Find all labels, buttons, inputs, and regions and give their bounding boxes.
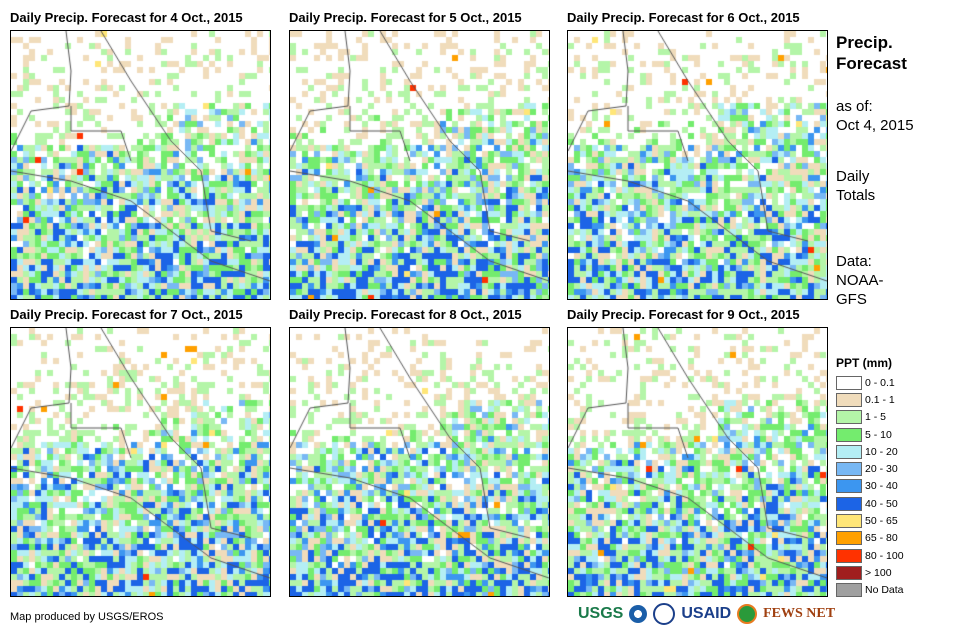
legend-label: 1 - 5 xyxy=(865,411,887,424)
legend-item: 80 - 100 xyxy=(836,547,904,564)
legend-title: PPT (mm) xyxy=(836,356,893,370)
legend-label: 65 - 80 xyxy=(865,532,898,545)
legend-label: 50 - 65 xyxy=(865,515,898,528)
panel-title: Daily Precip. Forecast for 9 Oct., 2015 xyxy=(567,307,800,322)
logos: USGS USAID FEWS NET xyxy=(578,603,835,625)
legend-swatch xyxy=(836,531,862,546)
legend-label: 5 - 10 xyxy=(865,428,892,441)
legend-swatch xyxy=(836,514,862,529)
legend-label: No Data xyxy=(865,584,904,597)
data-label: Data: xyxy=(836,253,872,270)
legend-item: 1 - 5 xyxy=(836,409,904,426)
legend-item: 30 - 40 xyxy=(836,478,904,495)
legend-label: > 100 xyxy=(865,566,892,579)
legend-label: 20 - 30 xyxy=(865,463,898,476)
legend-swatch xyxy=(836,565,862,580)
panel-title: Daily Precip. Forecast for 5 Oct., 2015 xyxy=(289,10,522,25)
legend-label: 0.1 - 1 xyxy=(865,393,895,406)
legend-swatch xyxy=(836,392,862,407)
legend-item: 0 - 0.1 xyxy=(836,374,904,391)
fews-net-logo: FEWS NET xyxy=(763,606,836,621)
fews-globe-icon xyxy=(737,604,758,624)
legend-label: 10 - 20 xyxy=(865,445,898,458)
legend-swatch xyxy=(836,479,862,494)
legend-swatch xyxy=(836,496,862,511)
legend-label: 40 - 50 xyxy=(865,497,898,510)
legend-swatch xyxy=(836,427,862,442)
legend-swatch xyxy=(836,548,862,563)
legend-swatch xyxy=(836,444,862,459)
panel-title: Daily Precip. Forecast for 8 Oct., 2015 xyxy=(289,307,522,322)
daily-label: Daily xyxy=(836,168,870,185)
legend-item: 50 - 65 xyxy=(836,512,904,529)
data-source-2: GFS xyxy=(836,291,867,308)
credit-text: Map produced by USGS/EROS xyxy=(10,611,164,623)
panel-title: Daily Precip. Forecast for 7 Oct., 2015 xyxy=(10,307,243,322)
legend-swatch xyxy=(836,583,862,598)
legend-item: > 100 xyxy=(836,564,904,581)
legend-label: 0 - 0.1 xyxy=(865,376,895,389)
legend-item: 40 - 50 xyxy=(836,495,904,512)
side-title-1: Precip. xyxy=(836,33,893,52)
forecast-map xyxy=(567,30,828,300)
totals-label: Totals xyxy=(836,187,876,204)
legend-item: 10 - 20 xyxy=(836,443,904,460)
legend-label: 30 - 40 xyxy=(865,480,898,493)
usgs-logo: USGS xyxy=(578,605,624,622)
legend-label: 80 - 100 xyxy=(865,549,904,562)
panel-title: Daily Precip. Forecast for 4 Oct., 2015 xyxy=(10,10,243,25)
dos-seal-logo xyxy=(653,603,676,625)
legend-item: 5 - 10 xyxy=(836,426,904,443)
usaid-logo: USAID xyxy=(681,605,732,622)
legend-swatch xyxy=(836,462,862,477)
legend-item: No Data xyxy=(836,582,904,599)
forecast-map xyxy=(289,327,550,597)
noaa-logo xyxy=(629,605,648,623)
as-of-label: as of: xyxy=(836,98,873,115)
legend-item: 0.1 - 1 xyxy=(836,391,904,408)
legend: PPT (mm) 0 - 0.1 0.1 - 1 1 - 5 5 - 10 10 - 2… xyxy=(836,356,904,599)
forecast-map xyxy=(10,30,271,300)
data-source-1: NOAA- xyxy=(836,272,884,289)
legend-item: 65 - 80 xyxy=(836,530,904,547)
side-title-2: Forecast xyxy=(836,54,907,73)
forecast-map xyxy=(567,327,828,597)
as-of-date: Oct 4, 2015 xyxy=(836,117,914,134)
panel-title: Daily Precip. Forecast for 6 Oct., 2015 xyxy=(567,10,800,25)
forecast-map xyxy=(10,327,271,597)
legend-swatch xyxy=(836,410,862,425)
legend-swatch xyxy=(836,375,862,390)
legend-item: 20 - 30 xyxy=(836,460,904,477)
forecast-map xyxy=(289,30,550,300)
